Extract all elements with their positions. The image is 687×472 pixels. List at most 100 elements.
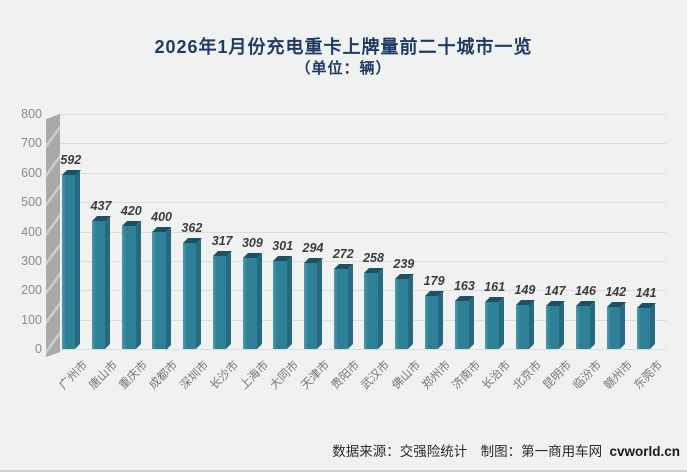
bar-side-face bbox=[650, 302, 656, 349]
bar-value-label: 592 bbox=[60, 153, 82, 168]
y-axis-tick-label: 400 bbox=[21, 224, 42, 239]
bar-value-label: 317 bbox=[211, 233, 233, 248]
bar-side-face bbox=[559, 300, 565, 349]
x-axis-category-label: 赣州市 bbox=[601, 359, 635, 393]
y-axis-tick-label: 100 bbox=[21, 312, 42, 327]
bar-front-face bbox=[636, 307, 651, 349]
bar-value-label: 301 bbox=[272, 238, 294, 253]
bar-side-face bbox=[105, 215, 111, 349]
x-axis-category-label: 大同市 bbox=[268, 359, 302, 393]
y-axis-tick-label: 800 bbox=[21, 107, 42, 121]
bar-value-label: 141 bbox=[635, 285, 657, 300]
x-axis-category-label: 长治市 bbox=[480, 359, 514, 393]
gridline bbox=[58, 231, 666, 233]
x-axis-category-label: 昆明市 bbox=[541, 359, 575, 393]
bar-side-face bbox=[438, 291, 444, 349]
gridline bbox=[58, 202, 666, 204]
bar-front-face bbox=[455, 301, 469, 349]
bar-value-label: 400 bbox=[151, 209, 172, 224]
gridline bbox=[58, 349, 666, 350]
bar-side-face bbox=[286, 255, 292, 349]
x-axis-category-label: 深圳市 bbox=[177, 359, 211, 393]
bar-side-face bbox=[317, 257, 323, 349]
y-axis-tick-label: 200 bbox=[21, 283, 42, 298]
bar-front-face bbox=[182, 242, 197, 349]
x-axis-category-label: 佛山市 bbox=[389, 359, 423, 393]
bar-side-face bbox=[620, 302, 626, 349]
data-source-label: 数据来源：交强险统计 bbox=[332, 444, 468, 459]
x-axis-category-label: 武汉市 bbox=[359, 359, 393, 393]
bar-side-face bbox=[589, 301, 595, 349]
bar-front-face bbox=[394, 278, 409, 349]
bar-value-label: 420 bbox=[120, 203, 142, 218]
bar-front-face bbox=[515, 305, 530, 349]
bar-side-face bbox=[498, 296, 504, 349]
bar-side-face bbox=[226, 250, 232, 349]
bar-side-face bbox=[377, 268, 383, 349]
x-axis-category-label: 上海市 bbox=[238, 359, 272, 393]
bar-front-face bbox=[334, 269, 348, 349]
bar-front-face bbox=[424, 296, 439, 349]
bar-front-face bbox=[364, 273, 378, 349]
bar-value-label: 272 bbox=[332, 247, 354, 262]
bar-value-label: 294 bbox=[302, 240, 324, 255]
gridline bbox=[58, 114, 666, 115]
bar-value-label: 147 bbox=[544, 283, 566, 298]
gridline bbox=[58, 143, 666, 145]
bar-side-face bbox=[165, 226, 171, 349]
bar-front-face bbox=[212, 255, 227, 349]
bar-side-face bbox=[256, 253, 262, 349]
x-axis-category-label: 郑州市 bbox=[420, 359, 453, 393]
bar-value-label: 239 bbox=[393, 256, 415, 271]
bar-value-label: 161 bbox=[484, 279, 506, 294]
bar-value-label: 146 bbox=[575, 284, 596, 299]
axis-wall-3d bbox=[46, 114, 60, 358]
bar-front-face bbox=[122, 225, 136, 349]
x-axis-category-label: 唐山市 bbox=[87, 359, 120, 393]
bar-front-face bbox=[485, 301, 499, 349]
bar-side-face bbox=[529, 300, 535, 349]
x-axis-category-label: 北京市 bbox=[510, 359, 544, 393]
chart-title: 2026年1月份充电重卡上牌量前二十城市一览 bbox=[154, 37, 533, 57]
x-axis-category-label: 临汾市 bbox=[571, 359, 605, 393]
x-axis-category-label: 济南市 bbox=[450, 359, 484, 393]
footer-credits: 数据来源：交强险统计 制图：第一商用车网 cvworld.cn bbox=[332, 440, 680, 460]
x-axis-category-label: 长沙市 bbox=[208, 359, 242, 393]
x-axis-category-label: 成都市 bbox=[147, 359, 181, 393]
site-link[interactable]: cvworld.cn bbox=[609, 444, 680, 459]
bar-value-label: 437 bbox=[90, 198, 112, 213]
y-axis-tick-label: 700 bbox=[21, 136, 42, 151]
x-axis-category-label: 天津市 bbox=[298, 359, 332, 393]
y-axis-tick-label: 300 bbox=[21, 253, 42, 268]
bar-side-face bbox=[347, 264, 353, 349]
x-axis-category-label: 贵阳市 bbox=[329, 359, 363, 393]
bar-value-label: 309 bbox=[241, 236, 263, 251]
gridline bbox=[58, 172, 666, 174]
bar-value-label: 258 bbox=[363, 251, 384, 266]
bar-front-face bbox=[61, 175, 75, 349]
y-axis-tick-label: 500 bbox=[21, 195, 42, 210]
y-axis-tick-label: 0 bbox=[35, 342, 42, 356]
x-axis-category-label: 重庆市 bbox=[117, 359, 151, 393]
gridline bbox=[58, 260, 666, 262]
bar-side-face bbox=[135, 220, 141, 349]
bar-value-label: 179 bbox=[423, 274, 445, 289]
bar-front-face bbox=[273, 260, 287, 349]
x-axis-category-label: 广州市 bbox=[56, 359, 90, 393]
chart-subtitle: （单位：辆） bbox=[295, 60, 392, 77]
bar-value-label: 142 bbox=[605, 285, 627, 300]
chart-maker-label: 制图：第一商用车网 bbox=[480, 444, 603, 459]
bar-side-face bbox=[75, 170, 80, 349]
bar-value-label: 163 bbox=[453, 279, 475, 294]
bar-front-face bbox=[545, 305, 560, 349]
bar-front-face bbox=[576, 306, 590, 349]
y-axis-tick-label: 600 bbox=[21, 165, 42, 180]
gridline bbox=[58, 290, 666, 292]
bar-front-face bbox=[303, 262, 318, 349]
x-axis-category-label: 东莞市 bbox=[632, 359, 665, 393]
bar-front-face bbox=[243, 258, 257, 349]
bar-side-face bbox=[468, 296, 474, 349]
bar-side-face bbox=[196, 237, 202, 349]
